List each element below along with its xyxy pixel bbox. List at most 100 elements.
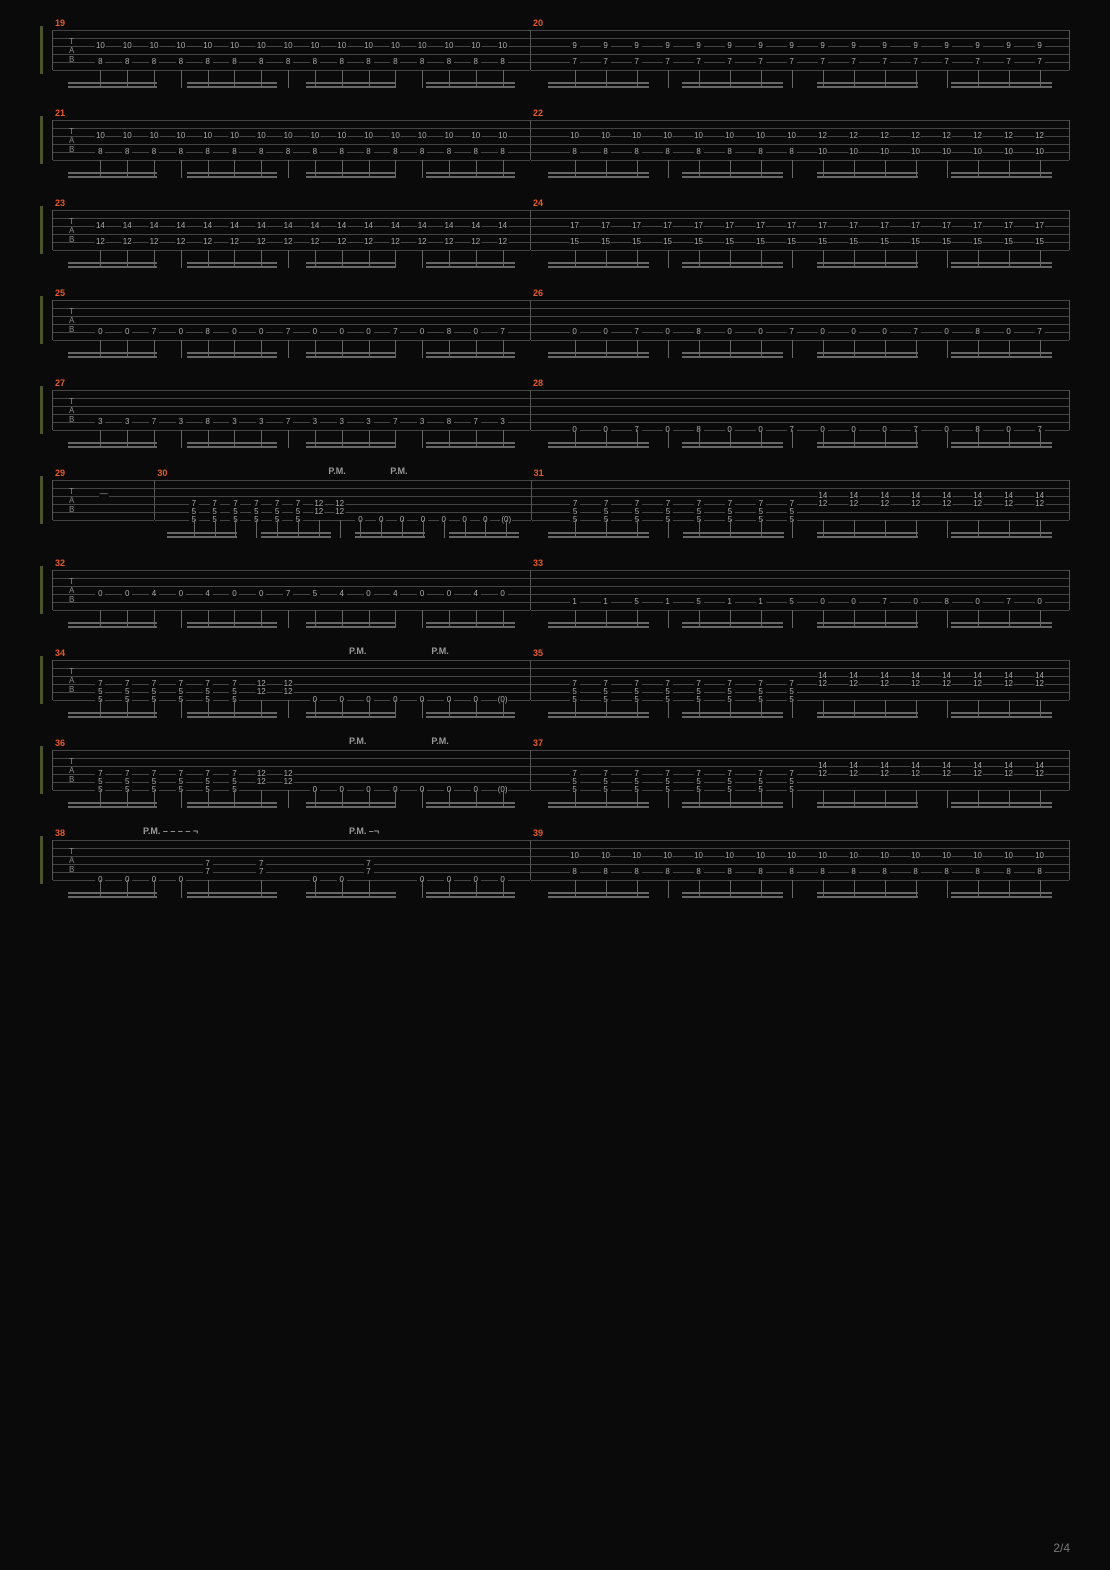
fret-number: 7 <box>880 598 890 606</box>
note-column: 108 <box>87 120 114 160</box>
note-column: 0 <box>114 840 141 880</box>
note-column: 108 <box>248 120 275 160</box>
note-column: 77 <box>248 840 275 880</box>
measure: 3775575575575575575575575514121412141214… <box>531 750 1070 790</box>
note-column: 755 <box>683 660 714 700</box>
fret-number: 9 <box>849 42 859 50</box>
fret-number: 10 <box>390 132 401 140</box>
fret-number: 17 <box>786 222 797 230</box>
fret-number: 10 <box>879 148 890 156</box>
fret-number: 8 <box>694 148 704 156</box>
stems-row <box>53 520 154 544</box>
fret-number: 0 <box>176 590 186 598</box>
fret-number: 12 <box>313 508 324 516</box>
fret-number: 17 <box>1003 222 1014 230</box>
note-column: 97 <box>590 30 621 70</box>
fret-number: 0 <box>417 328 427 336</box>
fret-number: 12 <box>444 238 455 246</box>
fret-number: 10 <box>848 148 859 156</box>
fret-number: 9 <box>973 42 983 50</box>
stems-row <box>531 160 1069 184</box>
fret-number: 7 <box>203 868 213 876</box>
fret-number: 12 <box>1003 132 1014 140</box>
note-column: 4 <box>328 570 355 610</box>
note-column: 0 <box>371 480 392 520</box>
fret-number: 9 <box>1035 42 1045 50</box>
fret-number: 12 <box>1034 680 1045 688</box>
stems-row <box>155 520 530 544</box>
fret-number: 12 <box>283 778 294 786</box>
note-column: 1412 <box>1024 480 1055 520</box>
note-column: 7 <box>382 300 409 340</box>
fret-number: 17 <box>1034 222 1045 230</box>
fret-number: 10 <box>95 132 106 140</box>
note-column: 755 <box>745 480 776 520</box>
fret-number: 12 <box>972 680 983 688</box>
note-column: 1715 <box>807 210 838 250</box>
note-column: 755 <box>776 480 807 520</box>
note-column: 1 <box>652 570 683 610</box>
fret-number: 12 <box>175 238 186 246</box>
note-column: 0 <box>141 840 168 880</box>
note-column: 108 <box>194 120 221 160</box>
note-column: 108 <box>382 30 409 70</box>
fret-number: 0 <box>229 328 239 336</box>
note-column: 0 <box>433 480 454 520</box>
systems-container: 19TAB10810810810810810810810810810810810… <box>0 30 1110 880</box>
note-column: 0 <box>807 390 838 430</box>
stems-row <box>53 610 530 634</box>
note-column: 1412 <box>869 480 900 520</box>
system: 21TAB10810810810810810810810810810810810… <box>40 120 1070 160</box>
fret-number: 7 <box>1004 598 1014 606</box>
fret-number: 12 <box>910 132 921 140</box>
fret-number: 0 <box>310 328 320 336</box>
note-column: 8 <box>194 390 221 430</box>
bar-number: 21 <box>55 108 65 118</box>
fret-number: 12 <box>390 238 401 246</box>
note-column: 97 <box>962 30 993 70</box>
fret-number: 5 <box>632 598 642 606</box>
note-column: 108 <box>382 120 409 160</box>
notes-row: 7557557557557557557557551412141214121412… <box>531 660 1069 700</box>
fret-number: 10 <box>309 42 320 50</box>
note-column: 7 <box>776 300 807 340</box>
bar-number: 33 <box>533 558 543 568</box>
note-column: 755 <box>560 480 591 520</box>
system-bracket <box>40 120 48 160</box>
fret-number: 10 <box>417 132 428 140</box>
fret-number: 17 <box>910 222 921 230</box>
fret-number: 14 <box>470 222 481 230</box>
note-column: 0 <box>114 570 141 610</box>
note-column: 8 <box>962 390 993 430</box>
fret-number: 1 <box>756 598 766 606</box>
fret-number: 4 <box>203 590 213 598</box>
palm-mute-label: P.M. –¬ <box>349 826 379 836</box>
bar-number: 19 <box>55 18 65 28</box>
fret-number: 10 <box>202 132 213 140</box>
fret-number: 7 <box>471 418 481 426</box>
fret-number: 7 <box>725 58 735 66</box>
note-column: 755 <box>87 750 114 790</box>
note-column: 108 <box>141 30 168 70</box>
note-column: 0 <box>248 300 275 340</box>
note-column: 1212 <box>248 750 275 790</box>
note-column: 3 <box>167 390 194 430</box>
fret-number: 0 <box>337 328 347 336</box>
note-column: 1 <box>559 570 590 610</box>
note-column: 108 <box>114 30 141 70</box>
fret-number: 9 <box>570 42 580 50</box>
fret-number: 10 <box>336 42 347 50</box>
note-column: 1210 <box>931 120 962 160</box>
note-column: 0 <box>489 840 516 880</box>
fret-number: 9 <box>694 42 704 50</box>
note-column: 1210 <box>1024 120 1055 160</box>
fret-number: 10 <box>941 852 952 860</box>
note-column: 755 <box>621 660 652 700</box>
note-column: 3 <box>489 390 516 430</box>
fret-number: 0 <box>471 328 481 336</box>
tab-label: TAB <box>69 210 75 250</box>
bar-number: 23 <box>55 198 65 208</box>
palm-mute-label: P.M. <box>349 736 366 746</box>
fret-number: 12 <box>848 770 859 778</box>
note-column: 108 <box>409 30 436 70</box>
